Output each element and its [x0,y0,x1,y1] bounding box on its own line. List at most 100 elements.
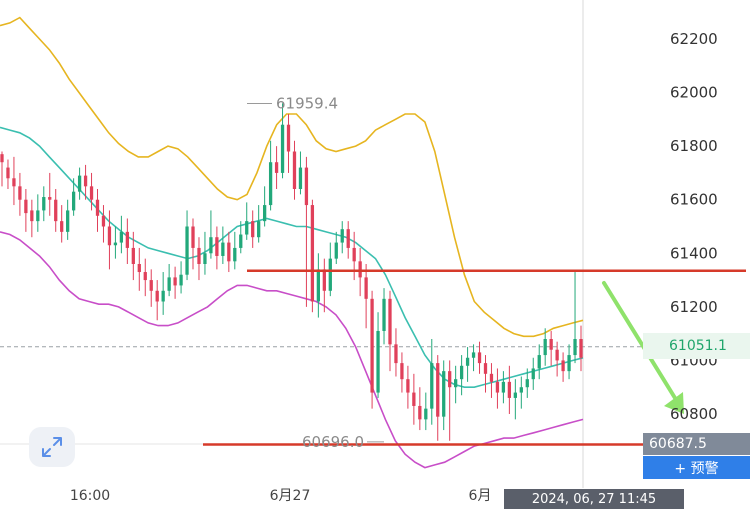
candle-body [358,261,362,278]
candle-body [89,186,94,200]
down-right-arrow-icon [602,281,684,414]
candle-body [239,234,243,248]
crosshair-time-badge: 2024, 06, 27 11:45 [504,489,684,509]
y-tick-label: 62200 [670,30,718,48]
candle [239,221,243,254]
candle-body [477,352,482,364]
x-axis: 16:00 6月27 6月 [70,488,492,502]
candle [257,205,261,243]
candle-body [137,264,141,273]
candle-body [71,191,76,211]
candle-body [30,210,34,222]
candle-body [107,226,112,246]
candle [304,156,309,307]
candle-body [519,387,523,393]
candle-body [125,231,129,248]
candle [48,172,52,216]
candle-body [448,371,452,388]
candle-body [83,175,88,187]
candle [233,231,237,270]
candle-body [543,339,547,356]
expand-button[interactable] [29,427,75,467]
candle [113,226,118,259]
candle-body [418,405,422,420]
candle [89,172,94,211]
candle-body [221,242,225,256]
candle [424,392,428,431]
candle [471,344,476,372]
candle [489,363,494,398]
candle-body [501,381,506,393]
candle [0,151,4,187]
candle [209,210,213,259]
candle-body [388,298,392,345]
add-alert-button[interactable]: + 预警 [643,456,750,479]
candle [442,360,446,431]
candle-body [555,349,559,361]
candle [412,373,416,425]
current-price-value: 61051.1 [669,338,727,354]
candle [155,280,159,321]
candle [179,261,183,294]
candle [400,352,404,393]
candle [406,365,410,409]
candle-body [251,221,255,238]
candle [6,159,10,189]
x-tick-label: 6月27 [270,488,311,502]
candle-body [215,237,219,256]
candle [316,253,321,318]
candle-body [579,339,583,358]
candle [448,360,452,441]
candle-body [370,298,374,393]
candle-body [382,298,386,331]
candle-body [227,242,231,262]
candle [513,379,517,420]
candle [507,365,512,414]
candle [143,258,147,297]
low-price-tag: 60687.5 [643,433,750,455]
candle-body [42,197,46,211]
candle-body [280,124,285,173]
candle-body [161,290,165,302]
current-price-tag: 61051.1 [643,333,750,359]
candle-body [394,344,398,364]
expand-diagonal-icon [42,437,62,457]
candle [161,272,165,315]
candle-body [131,247,135,264]
candle-body [471,352,476,358]
candle [334,231,338,264]
candle-body [573,339,577,356]
candle [531,357,535,390]
candle [197,237,201,281]
candle-body [316,269,321,302]
candle [549,330,553,366]
candle [191,218,195,270]
candle [36,194,40,232]
candle [227,231,231,273]
candle [483,355,488,393]
candle [12,156,16,206]
candle [465,347,470,382]
candle [340,221,344,254]
candle-body [549,339,553,350]
candle-body [0,154,4,163]
candle-body [286,124,291,152]
candle-body [233,247,237,262]
candle [24,189,28,232]
candle-body [513,392,517,398]
candle-body [310,205,315,302]
candle-body [197,247,201,264]
candle [328,242,332,297]
candles-group [0,103,583,441]
arrow-shaft [602,281,677,400]
candle [537,344,541,380]
candle [137,247,141,291]
candle [286,114,291,173]
candle [525,368,529,398]
candle [495,368,500,409]
candle [42,186,46,222]
candle [274,146,279,189]
candle-body [257,221,261,238]
